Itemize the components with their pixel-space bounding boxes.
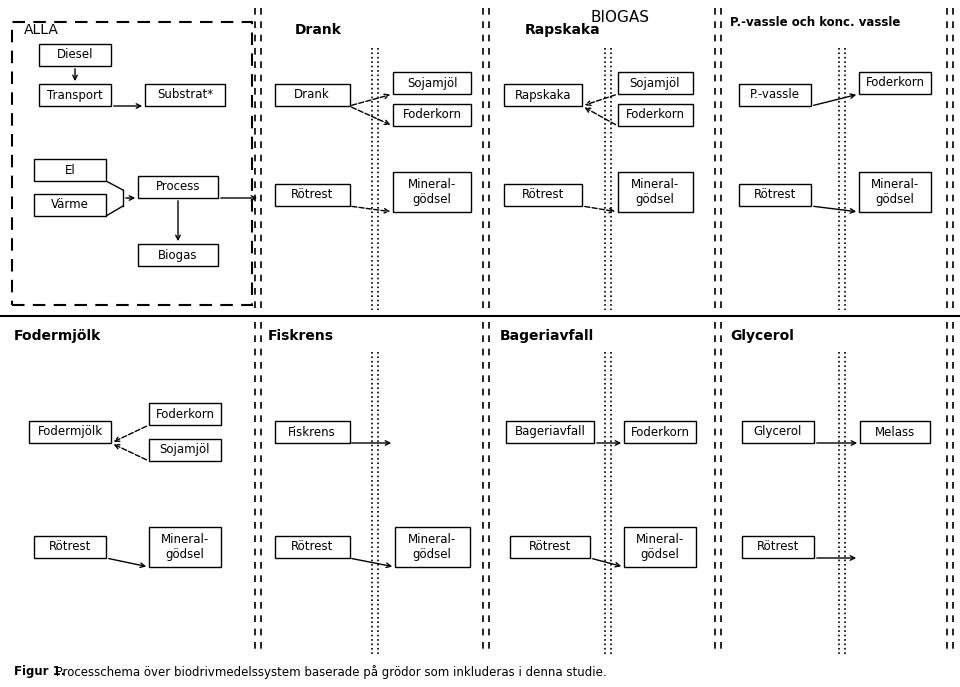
Bar [275,421,349,443]
Bar [34,536,106,558]
Bar [34,159,106,181]
Text: Mineral-
gödsel: Mineral- gödsel [636,533,684,561]
Text: Fiskrens: Fiskrens [268,329,334,343]
Text: Mineral-
gödsel: Mineral- gödsel [871,178,919,206]
Text: Fiskrens: Fiskrens [288,425,336,438]
Text: Bageriavfall: Bageriavfall [500,329,594,343]
Bar [138,244,218,266]
Text: P.-vassle och konc. vassle: P.-vassle och konc. vassle [730,16,900,28]
Text: Process: Process [156,181,201,194]
Bar [145,84,225,106]
Bar [395,527,469,567]
Bar [617,172,692,212]
Text: Rötrest: Rötrest [522,188,564,201]
Text: Drank: Drank [295,23,342,37]
Text: Rapskaka: Rapskaka [515,89,571,102]
Bar [393,104,471,126]
Text: Sojamjöl: Sojamjöl [159,444,210,456]
Bar [504,84,582,106]
Text: ALLA: ALLA [24,23,59,37]
Bar [34,194,106,216]
Bar [742,421,814,443]
Text: Diesel: Diesel [57,49,93,62]
Bar [506,421,594,443]
Text: Figur 1.: Figur 1. [14,666,65,679]
Bar [149,527,221,567]
Text: Mineral-
gödsel: Mineral- gödsel [408,178,456,206]
Bar [859,172,931,212]
Bar [617,104,692,126]
Bar [617,72,692,94]
Text: Foderkorn: Foderkorn [402,109,462,122]
Text: Biogas: Biogas [158,249,198,262]
Text: Drank: Drank [294,89,330,102]
Bar [275,184,349,206]
Bar [739,84,811,106]
Bar [860,421,930,443]
Bar [275,84,349,106]
Text: Rötrest: Rötrest [754,188,796,201]
Bar [149,403,221,425]
Bar [742,536,814,558]
Text: Rötrest: Rötrest [291,541,333,554]
Text: Värme: Värme [51,199,89,212]
Text: Processchema över biodrivmedelssystem baserade på grödor som inkluderas i denna : Processchema över biodrivmedelssystem ba… [53,665,607,679]
Bar [275,536,349,558]
Bar [12,22,252,305]
Bar [624,421,696,443]
Bar [393,72,471,94]
Bar [39,84,111,106]
Text: Rapskaka: Rapskaka [525,23,601,37]
Bar [859,72,931,94]
Text: Foderkorn: Foderkorn [156,407,214,420]
Text: Bageriavfall: Bageriavfall [515,425,586,438]
Text: Glycerol: Glycerol [754,425,803,438]
Text: Rötrest: Rötrest [529,541,571,554]
Text: Glycerol: Glycerol [730,329,794,343]
Text: Rötrest: Rötrest [49,541,91,554]
Bar [504,184,582,206]
Text: Foderkorn: Foderkorn [866,76,924,89]
Text: P.-vassle: P.-vassle [750,89,800,102]
Text: El: El [64,164,76,177]
Text: Transport: Transport [47,89,103,102]
Text: Mineral-
gödsel: Mineral- gödsel [408,533,456,561]
Text: Mineral-
gödsel: Mineral- gödsel [631,178,679,206]
Bar [739,184,811,206]
Bar [393,172,471,212]
Text: Foderkorn: Foderkorn [631,425,689,438]
Text: Fodermjölk: Fodermjölk [14,329,101,343]
Text: Sojamjöl: Sojamjöl [630,76,681,89]
Text: Rötrest: Rötrest [756,541,799,554]
Text: Melass: Melass [875,425,915,438]
Text: BIOGAS: BIOGAS [590,10,650,25]
Text: Figur 1. Processchema över biodrivmedelssystem baserade på grödor som inkluderas: Figur 1. Processchema över biodrivmedels… [14,665,612,679]
Text: Substrat*: Substrat* [156,89,213,102]
Bar [138,176,218,198]
Text: Rötrest: Rötrest [291,188,333,201]
Text: Foderkorn: Foderkorn [626,109,684,122]
Bar [149,439,221,461]
Bar [624,527,696,567]
Text: Fodermjölk: Fodermjölk [37,425,103,438]
Bar [29,421,111,443]
Text: Sojamjöl: Sojamjöl [407,76,457,89]
Text: Mineral-
gödsel: Mineral- gödsel [161,533,209,561]
Bar [510,536,590,558]
Bar [39,44,111,66]
